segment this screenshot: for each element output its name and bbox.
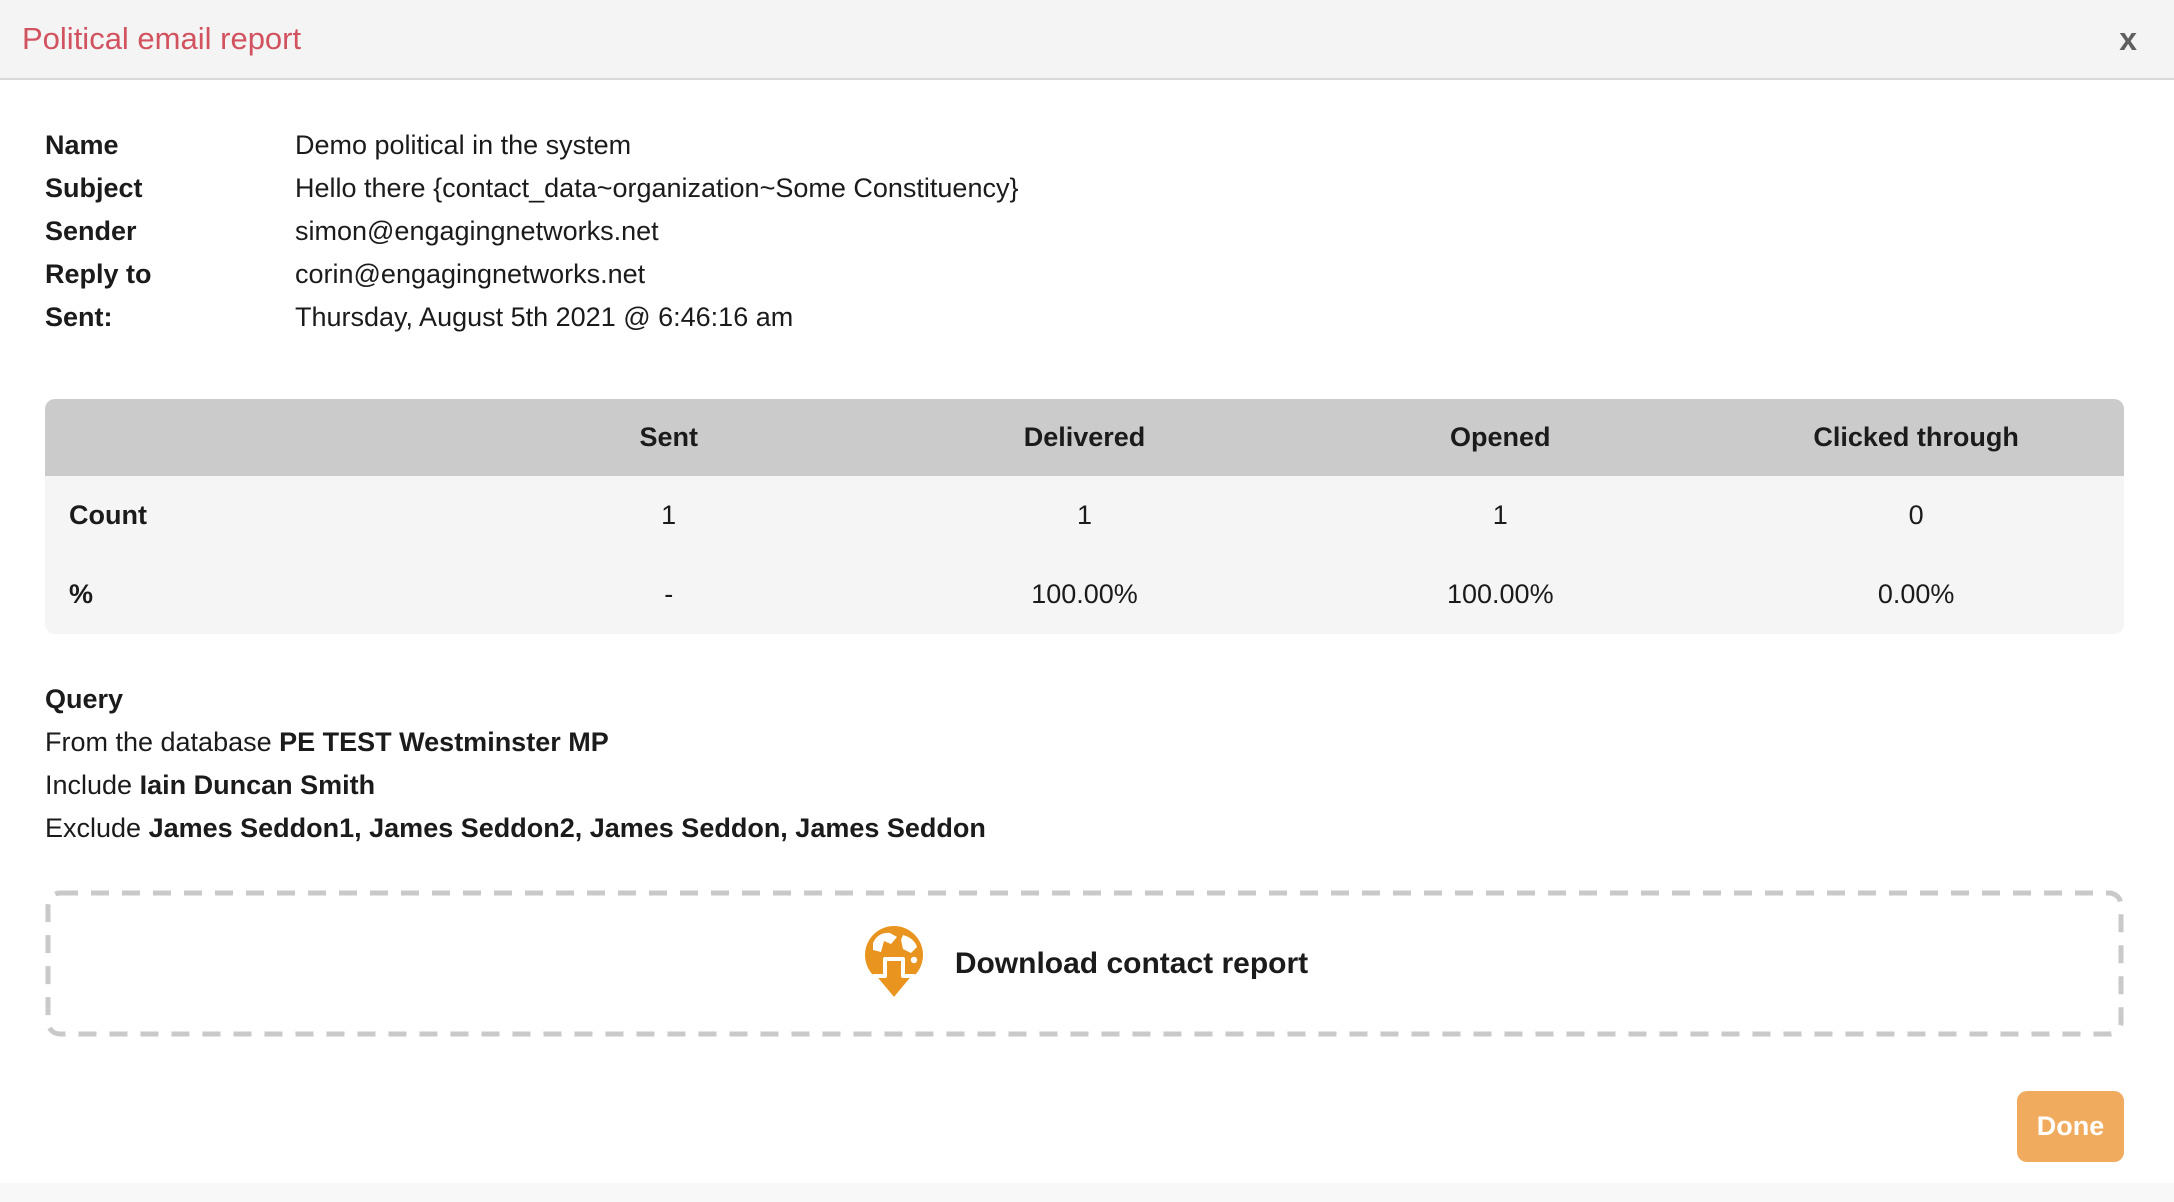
query-line-exclude: Exclude James Seddon1, James Seddon2, Ja… [45, 807, 2124, 850]
modal-body: Name Demo political in the system Subjec… [0, 124, 2174, 1162]
table-row-count: Count 1 1 1 0 [45, 476, 2124, 555]
col-header-delivered: Delivered [876, 399, 1293, 476]
query-database-name: PE TEST Westminster MP [279, 727, 609, 757]
query-include-names: Iain Duncan Smith [139, 770, 376, 800]
col-header-blank [45, 399, 461, 476]
query-line-include: Include Iain Duncan Smith [45, 764, 2124, 807]
query-heading: Query [45, 684, 124, 714]
cell-count-delivered: 1 [876, 476, 1293, 555]
page-backdrop [0, 1183, 2174, 1202]
cell-count-sent: 1 [460, 476, 877, 555]
stats-table: Sent Delivered Opened Clicked through Co… [45, 399, 2124, 634]
meta-value: Hello there {contact_data~organization~S… [295, 173, 1019, 203]
meta-row-name: Name Demo political in the system [45, 124, 2124, 167]
col-header-opened: Opened [1292, 399, 1709, 476]
meta-row-reply-to: Reply to corin@engagingnetworks.net [45, 253, 2124, 296]
meta-row-sent: Sent: Thursday, August 5th 2021 @ 6:46:1… [45, 296, 2124, 339]
cell-count-clicked-through: 0 [1708, 476, 2124, 555]
stats-table-header: Sent Delivered Opened Clicked through [45, 399, 2124, 476]
meta-label: Sender [45, 216, 137, 246]
table-header-row: Sent Delivered Opened Clicked through [45, 399, 2124, 476]
close-icon[interactable]: x [2119, 21, 2137, 57]
meta-row-sender: Sender simon@engagingnetworks.net [45, 210, 2124, 253]
meta-value: Thursday, August 5th 2021 @ 6:46:16 am [295, 302, 794, 332]
meta-label: Reply to [45, 259, 152, 289]
query-prefix: From the database [45, 727, 280, 757]
globe-download-icon [861, 924, 927, 1004]
meta-row-subject: Subject Hello there {contact_data~organi… [45, 167, 2124, 210]
row-label: Count [45, 476, 461, 555]
query-prefix: Exclude [45, 813, 149, 843]
modal-header: Political email report x [0, 0, 2174, 80]
download-label: Download contact report [954, 946, 1309, 980]
query-section: Query From the database PE TEST Westmins… [45, 678, 2124, 850]
meta-value: Demo political in the system [295, 130, 632, 160]
meta-label: Sent: [45, 302, 113, 332]
table-row-percent: % - 100.00% 100.00% 0.00% [45, 555, 2124, 634]
meta-value: corin@engagingnetworks.net [295, 259, 646, 289]
cell-count-opened: 1 [1292, 476, 1709, 555]
meta-value: simon@engagingnetworks.net [295, 216, 659, 246]
modal-title: Political email report [22, 21, 302, 56]
modal-footer: Done [45, 1091, 2124, 1162]
cell-percent-opened: 100.00% [1292, 555, 1709, 634]
col-header-clicked-through: Clicked through [1708, 399, 2124, 476]
col-header-sent: Sent [460, 399, 877, 476]
query-line-database: From the database PE TEST Westminster MP [45, 721, 2124, 764]
email-meta: Name Demo political in the system Subjec… [45, 124, 2124, 339]
meta-label: Subject [45, 173, 143, 203]
done-button[interactable]: Done [2017, 1091, 2124, 1162]
meta-label: Name [45, 130, 119, 160]
download-contact-report-button[interactable]: Download contact report [45, 890, 2124, 1037]
stats-table-body: Count 1 1 1 0 % - 100.00% 100.00% 0.00% [45, 476, 2124, 634]
query-exclude-names: James Seddon1, James Seddon2, James Sedd… [148, 813, 986, 843]
political-email-report-modal: Political email report x Name Demo polit… [0, 0, 2174, 1162]
cell-percent-clicked-through: 0.00% [1708, 555, 2124, 634]
cell-percent-delivered: 100.00% [876, 555, 1293, 634]
cell-percent-sent: - [460, 555, 877, 634]
query-prefix: Include [45, 770, 140, 800]
row-label: % [45, 555, 461, 634]
